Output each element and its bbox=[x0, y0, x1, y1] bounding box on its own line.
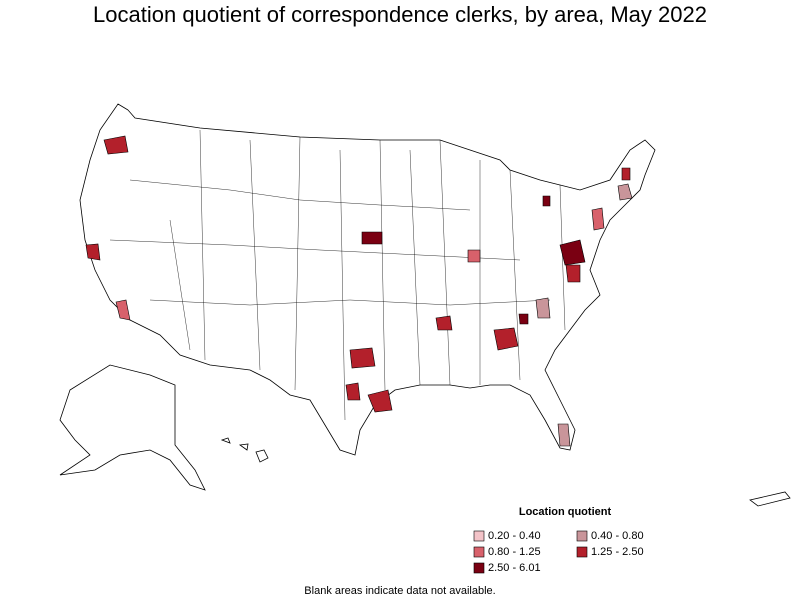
area bbox=[345, 382, 361, 401]
legend: 0.20 - 0.40 0.40 - 0.80 0.80 - 1.25 1.25 - … bbox=[473, 530, 644, 574]
legend-swatch bbox=[473, 530, 485, 542]
area bbox=[361, 231, 383, 245]
legend-swatch bbox=[473, 562, 485, 574]
area bbox=[565, 264, 581, 283]
legend-swatch bbox=[576, 546, 588, 558]
area-borders bbox=[109, 129, 566, 421]
area bbox=[115, 299, 131, 321]
puerto-rico bbox=[749, 491, 791, 507]
legend-label: 0.80 - 1.25 bbox=[488, 546, 541, 558]
footnote: Blank areas indicate data not available. bbox=[304, 585, 495, 597]
legend-label: 0.20 - 0.40 bbox=[488, 530, 541, 542]
area bbox=[621, 167, 631, 181]
area bbox=[617, 183, 633, 201]
area bbox=[367, 389, 393, 413]
legend-swatch bbox=[473, 546, 485, 558]
area bbox=[493, 327, 519, 351]
map-title: Location quotient of correspondence cler… bbox=[93, 2, 707, 27]
area bbox=[103, 135, 129, 155]
legend-label: 2.50 - 6.01 bbox=[488, 562, 541, 574]
area bbox=[559, 239, 586, 266]
legend-label: 0.40 - 0.80 bbox=[591, 530, 644, 542]
area bbox=[535, 297, 551, 319]
area bbox=[467, 249, 481, 263]
alaska bbox=[59, 364, 206, 491]
area bbox=[542, 195, 551, 207]
legend-label: 1.25 - 2.50 bbox=[591, 546, 644, 558]
area bbox=[518, 313, 529, 325]
legend-swatch bbox=[576, 530, 588, 542]
area bbox=[435, 315, 453, 331]
area bbox=[557, 423, 571, 447]
hawaii bbox=[220, 437, 269, 463]
contiguous-us bbox=[79, 103, 656, 456]
highlighted-areas bbox=[85, 135, 633, 447]
area bbox=[349, 347, 376, 369]
legend-title: Location quotient bbox=[519, 506, 612, 518]
map bbox=[59, 103, 791, 507]
area bbox=[591, 207, 605, 231]
area bbox=[85, 243, 101, 261]
